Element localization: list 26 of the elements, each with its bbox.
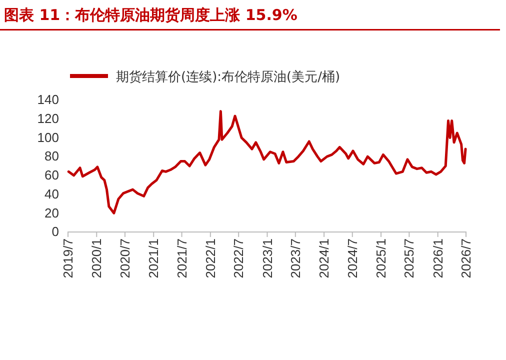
y-tick-label: 0 [52, 224, 59, 240]
y-tick-label: 120 [37, 111, 59, 126]
y-tick-label: 60 [44, 168, 59, 183]
x-tick-label: 2026/1 [430, 238, 446, 278]
x-tick-label: 2022/1 [202, 238, 218, 278]
x-tick-label: 2023/7 [288, 238, 303, 278]
y-tick-label: 100 [37, 130, 59, 145]
x-tick-label: 2025/1 [374, 238, 389, 278]
y-tick-label: 140 [37, 92, 59, 108]
y-tick-label: 80 [44, 148, 59, 164]
x-tick-label: 2025/7 [402, 238, 417, 278]
x-tick-label: 2020/1 [89, 238, 104, 278]
x-tick-label: 2022/7 [231, 238, 246, 278]
chart-title: 图表 11：布伦特原油期货周度上涨 15.9% [4, 6, 298, 24]
x-tick-label: 2021/7 [174, 238, 190, 278]
x-tick-label: 2019/7 [60, 238, 76, 278]
x-tick-label: 2026/7 [458, 238, 474, 278]
line-series [67, 110, 467, 214]
x-tick-label: 2020/7 [118, 238, 133, 278]
x-tick-label: 2024/7 [344, 238, 360, 278]
x-tick-label: 2021/1 [146, 238, 162, 278]
y-tick-label: 40 [44, 186, 59, 202]
y-tick-label: 20 [44, 205, 59, 220]
x-tick-label: 2024/1 [316, 238, 332, 278]
x-tick-label: 2023/1 [260, 238, 275, 278]
legend-label: 期货结算价(连续):布伦特原油(美元/桶) [116, 69, 340, 85]
